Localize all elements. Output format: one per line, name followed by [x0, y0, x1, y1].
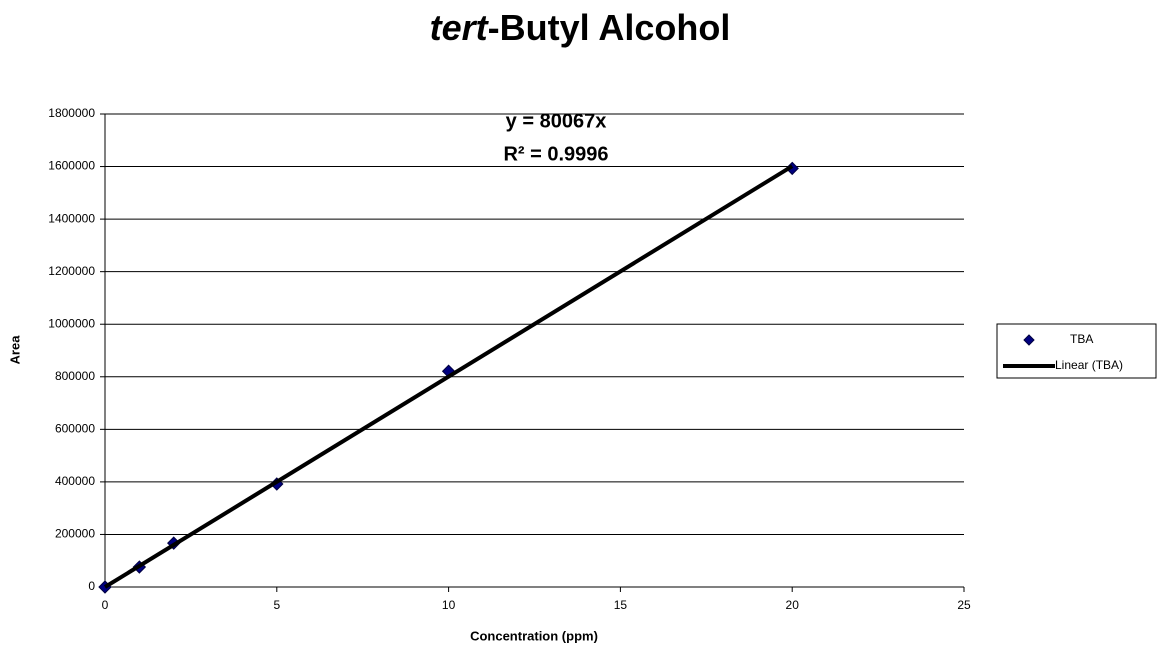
y-tick-label: 600000	[55, 422, 95, 436]
trendline	[103, 164, 794, 589]
y-tick-label: 400000	[55, 474, 95, 488]
legend-label: TBA	[1070, 332, 1093, 346]
legend-box	[996, 323, 1157, 379]
legend-marker	[1023, 334, 1035, 346]
y-axis-label: Area	[7, 335, 22, 365]
y-tick-label: 1800000	[48, 106, 95, 120]
x-axis-label: Concentration (ppm)	[470, 628, 598, 643]
x-tick-label: 20	[786, 598, 800, 612]
y-tick-label: 0	[88, 579, 95, 593]
y-tick-label: 800000	[55, 369, 95, 383]
y-tick-label: 1200000	[48, 264, 95, 278]
x-tick-label: 10	[442, 598, 456, 612]
y-tick-label: 1600000	[48, 159, 95, 173]
y-tick-label: 1000000	[48, 316, 95, 330]
chart-title: tert-Butyl Alcohol	[430, 7, 731, 48]
title-italic: tert	[430, 7, 490, 48]
y-tick-label: 200000	[55, 527, 95, 541]
legend-label: Linear (TBA)	[1055, 358, 1123, 372]
x-tick-label: 5	[273, 598, 280, 612]
x-tick-label: 0	[102, 598, 109, 612]
equation: y = 80067x	[506, 110, 607, 132]
x-tick-label: 15	[614, 598, 628, 612]
r-squared: R² = 0.9996	[503, 143, 608, 165]
title-rest: -Butyl Alcohol	[488, 7, 731, 48]
x-tick-label: 25	[957, 598, 971, 612]
y-tick-label: 1400000	[48, 211, 95, 225]
